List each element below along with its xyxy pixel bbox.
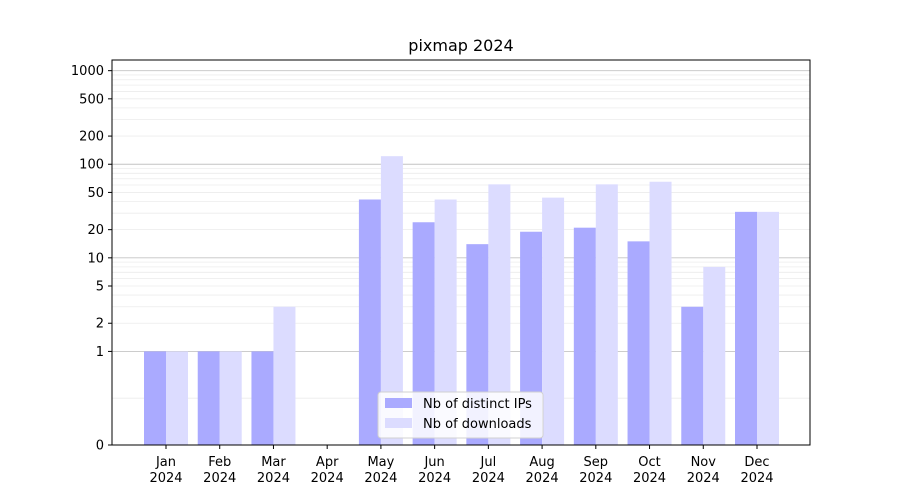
bar-distinct-ips (144, 351, 166, 445)
x-tick-label: 2024 (311, 471, 344, 486)
x-tick-label: 2024 (579, 471, 612, 486)
x-tick-label: Feb (208, 455, 231, 470)
x-tick-label: 2024 (687, 471, 720, 486)
x-tick-label: Mar (261, 455, 286, 470)
plot-area-frame (111, 59, 811, 446)
x-tick-label: 2024 (740, 471, 773, 486)
y-tick-label: 10 (87, 251, 104, 266)
x-tick-label: May (367, 455, 394, 470)
y-tick-label: 1000 (71, 64, 104, 79)
x-tick-label: 2024 (149, 471, 182, 486)
x-tick-label: 2024 (418, 471, 451, 486)
x-axis: Jan2024Feb2024Mar2024Apr2024May2024Jun20… (149, 445, 774, 486)
bar-distinct-ips (197, 351, 220, 445)
y-tick-label: 50 (87, 186, 104, 201)
chart-title: pixmap 2024 (408, 36, 513, 55)
legend-label: Nb of distinct IPs (423, 397, 532, 412)
bar-distinct-ips (412, 222, 435, 445)
x-tick-label: 2024 (203, 471, 236, 486)
bar-downloads (595, 184, 618, 445)
bar-downloads (649, 181, 672, 446)
y-tick-label: 0 (96, 439, 104, 454)
bar-downloads (166, 351, 188, 445)
bar-distinct-ips (251, 351, 274, 445)
x-tick-label: Dec (744, 455, 769, 470)
bar-distinct-ips (627, 241, 650, 445)
x-tick-label: Jun (423, 455, 444, 470)
x-tick-label: Jul (480, 455, 497, 470)
bar-downloads (273, 306, 296, 445)
bar-distinct-ips (573, 227, 596, 445)
bar-distinct-ips (358, 199, 381, 445)
x-tick-label: Jan (155, 455, 176, 470)
x-tick-label: 2024 (633, 471, 666, 486)
bar-downloads (703, 266, 726, 445)
bar-downloads (488, 184, 511, 445)
x-tick-label: 2024 (472, 471, 505, 486)
bar-downloads (434, 199, 457, 445)
y-tick-label: 5 (96, 280, 104, 295)
y-tick-label: 1 (96, 345, 104, 360)
x-tick-label: 2024 (257, 471, 290, 486)
legend: Nb of distinct IPs Nb of downloads (377, 391, 544, 439)
y-tick-label: 2 (96, 317, 104, 332)
legend-swatch (385, 398, 412, 408)
x-tick-label: 2024 (526, 471, 559, 486)
y-tick-label: 20 (87, 223, 104, 238)
legend-label: Nb of downloads (423, 417, 532, 432)
x-tick-label: Apr (316, 455, 339, 470)
y-tick-label: 500 (79, 92, 104, 107)
x-tick-label: Aug (529, 455, 554, 470)
bar-downloads (542, 197, 565, 445)
y-tick-label: 100 (79, 158, 104, 173)
bar-downloads (380, 156, 403, 445)
x-tick-label: 2024 (364, 471, 397, 486)
bar-distinct-ips (681, 306, 704, 445)
x-tick-label: Sep (584, 455, 609, 470)
y-axis: 0 1 2 5 10 20 50 100 200 500 1000 (71, 64, 112, 454)
x-tick-label: Nov (691, 455, 717, 470)
legend-box (377, 391, 544, 439)
bar-downloads (757, 211, 779, 445)
x-tick-label: Oct (638, 455, 660, 470)
legend-swatch (385, 418, 412, 428)
y-tick-label: 200 (79, 130, 104, 145)
bar-distinct-ips (735, 211, 757, 445)
bar-downloads (219, 351, 242, 445)
